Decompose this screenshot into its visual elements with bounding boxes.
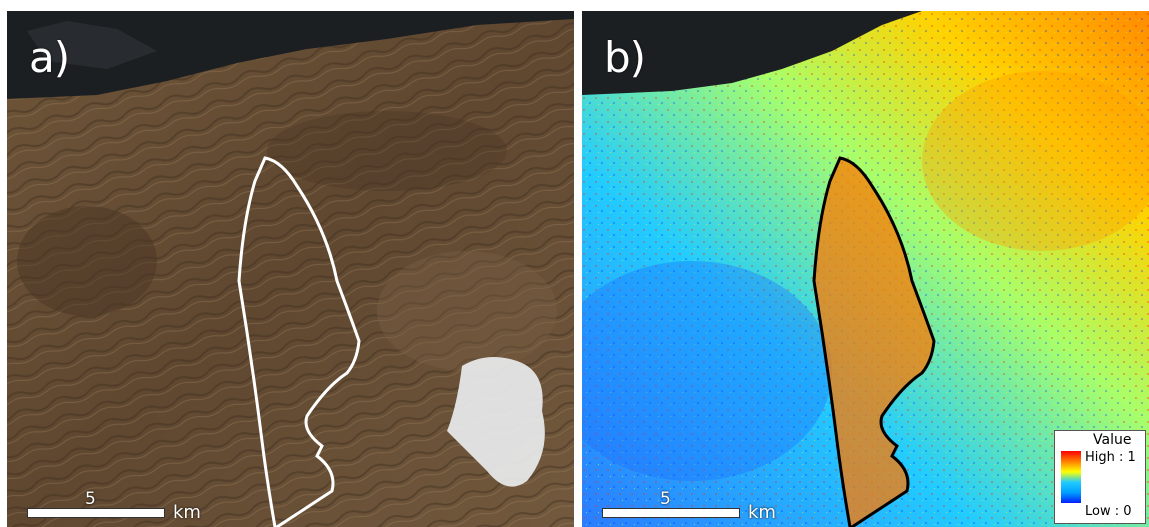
value-map <box>582 11 1149 527</box>
scale-bar-unit: km <box>748 502 776 523</box>
legend-color-ramp <box>1061 451 1081 503</box>
value-map-panel: b) 5 km Value High : 1 Low : 0 <box>582 11 1149 527</box>
scale-bar-line <box>602 508 740 518</box>
legend-high-label: High : 1 <box>1085 450 1136 465</box>
scale-bar-line <box>27 508 165 518</box>
panel-label-a: a) <box>29 33 70 82</box>
satellite-image-panel: a) 5 km <box>7 11 574 527</box>
sea-area <box>7 11 574 99</box>
scale-bar-unit: km <box>173 502 201 523</box>
panel-label-b: b) <box>604 33 646 82</box>
value-legend: Value High : 1 Low : 0 <box>1054 430 1146 524</box>
scale-bar-b: 5 km <box>602 489 822 523</box>
sea-area <box>582 11 922 95</box>
legend-low-label: Low : 0 <box>1085 504 1132 519</box>
study-area-outline <box>237 156 361 527</box>
scale-bar-value: 5 <box>660 489 671 509</box>
scale-bar-a: 5 km <box>27 489 247 523</box>
legend-title: Value <box>1093 432 1132 448</box>
scale-bar-value: 5 <box>85 489 96 509</box>
glacier <box>447 357 545 487</box>
satellite-image <box>7 11 574 527</box>
study-area-outline <box>812 156 936 527</box>
high-value-fill <box>814 158 934 527</box>
